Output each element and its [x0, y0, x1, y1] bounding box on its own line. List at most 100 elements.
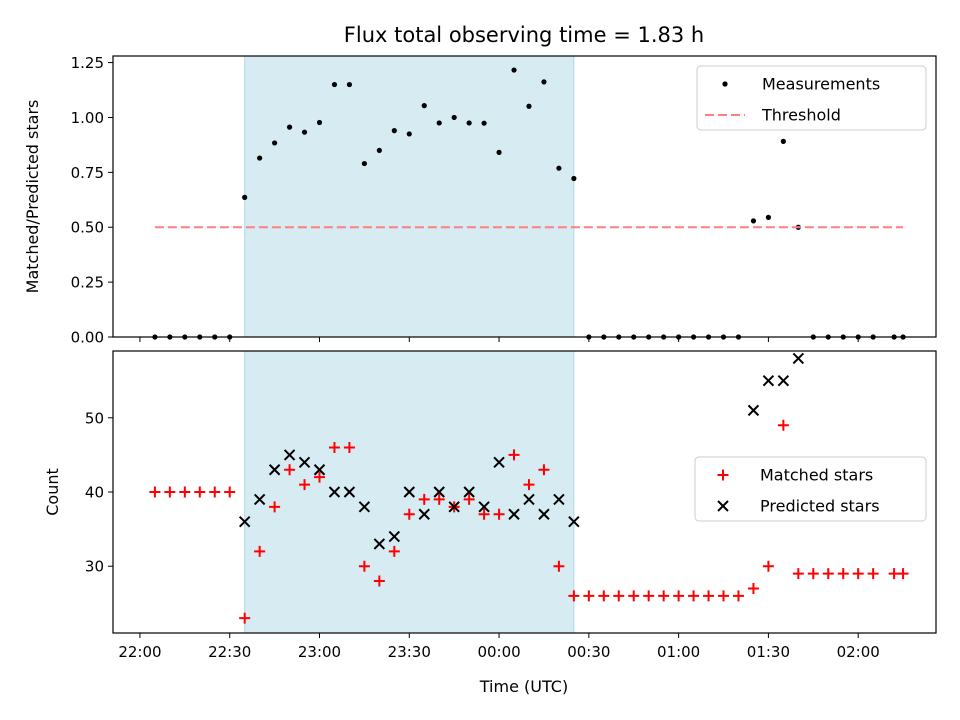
data-point: [298, 456, 311, 469]
data-point: [209, 486, 221, 498]
data-point: [179, 486, 191, 498]
data-point: [403, 508, 415, 520]
data-point: [478, 508, 490, 520]
data-point: [732, 590, 744, 602]
legend-label: Measurements: [762, 75, 880, 94]
data-point: [418, 508, 430, 520]
x-tick-label: 01:30: [747, 643, 790, 661]
data-point: [358, 560, 370, 572]
legend-label: Predicted stars: [760, 497, 880, 516]
data-point: [643, 590, 655, 602]
legend-box: [696, 65, 927, 131]
data-point: [391, 128, 397, 134]
data-point: [373, 538, 386, 550]
data-point: [361, 160, 367, 167]
data-point: [358, 501, 371, 513]
data-point: [523, 493, 535, 506]
data-point: [299, 479, 311, 491]
data-point: [688, 590, 700, 602]
data-point: [418, 493, 430, 505]
data-point: [433, 493, 445, 505]
chart-title: Flux total observing time = 1.83 h: [344, 23, 704, 47]
data-point: [257, 155, 263, 161]
data-point: [867, 568, 879, 580]
x-tick-label: 00:00: [477, 643, 520, 661]
data-point: [508, 449, 520, 461]
y-tick-label: 0.00: [71, 329, 104, 347]
data-point: [466, 120, 472, 126]
data-point: [448, 501, 460, 513]
data-point: [792, 568, 804, 580]
plot-frame: [112, 55, 937, 338]
y-tick-label: 50: [85, 409, 104, 427]
data-point: [436, 120, 442, 126]
data-point: [747, 404, 760, 417]
series-matched-stars: [149, 419, 909, 624]
data-point: [658, 590, 670, 602]
y-tick-label: 0.50: [71, 219, 104, 237]
data-point: [331, 81, 338, 88]
data-point: [478, 501, 490, 513]
data-point: [313, 471, 325, 483]
data-point: [242, 194, 248, 200]
data-point: [376, 147, 382, 153]
y-axis-label: Count: [43, 468, 62, 516]
x-tick-label: 22:30: [208, 643, 251, 661]
data-point: [583, 590, 595, 602]
data-point: [239, 612, 251, 624]
data-point: [762, 560, 774, 572]
data-point: [538, 464, 550, 476]
data-point: [388, 545, 400, 557]
data-point: [421, 103, 427, 109]
data-point: [777, 419, 789, 431]
data-point: [538, 508, 550, 520]
x-tick-label: 02:00: [837, 643, 880, 661]
data-point: [777, 374, 790, 387]
x-tick-label: 22:00: [118, 643, 161, 661]
y-tick-label: 30: [85, 558, 104, 576]
data-point: [673, 590, 685, 602]
data-point: [792, 352, 805, 365]
legend: Measurements Threshold: [696, 65, 927, 131]
data-point: [750, 218, 757, 224]
data-point: [253, 493, 266, 506]
data-point: [571, 175, 577, 182]
y-tick-label: 1.00: [71, 109, 104, 127]
data-point: [238, 515, 251, 528]
data-point: [807, 568, 819, 580]
data-point: [451, 114, 457, 121]
data-point: [283, 449, 296, 461]
data-point: [762, 374, 775, 387]
data-point: [598, 590, 610, 602]
y-tick-label: 40: [85, 484, 104, 502]
x-tick-label: 23:30: [388, 643, 431, 661]
data-point: [628, 590, 640, 602]
data-point: [481, 120, 487, 126]
data-point: [328, 441, 340, 453]
data-point: [313, 464, 326, 476]
shaded-span: [244, 55, 575, 338]
x-tick-label: 23:00: [298, 643, 341, 661]
series-measurements: [152, 67, 906, 340]
x-tick-label: 01:00: [657, 643, 700, 661]
legend-label: Matched stars: [760, 466, 873, 485]
series-predicted-stars: [238, 352, 805, 550]
data-point: [406, 131, 412, 137]
data-point: [508, 508, 520, 520]
data-point: [463, 493, 475, 505]
y-tick-label: 0.25: [71, 274, 104, 292]
data-point: [703, 590, 715, 602]
legend-marker: [717, 500, 729, 512]
y-tick-label: 0.75: [71, 164, 104, 182]
data-point: [837, 568, 849, 580]
data-point: [286, 124, 293, 130]
data-point: [316, 119, 323, 126]
data-point: [269, 501, 281, 513]
data-point: [149, 486, 161, 498]
data-point: [284, 464, 296, 476]
data-point: [822, 568, 834, 580]
data-point: [343, 441, 355, 453]
legend: Matched stars Predicted stars: [694, 456, 927, 522]
data-point: [852, 568, 864, 580]
